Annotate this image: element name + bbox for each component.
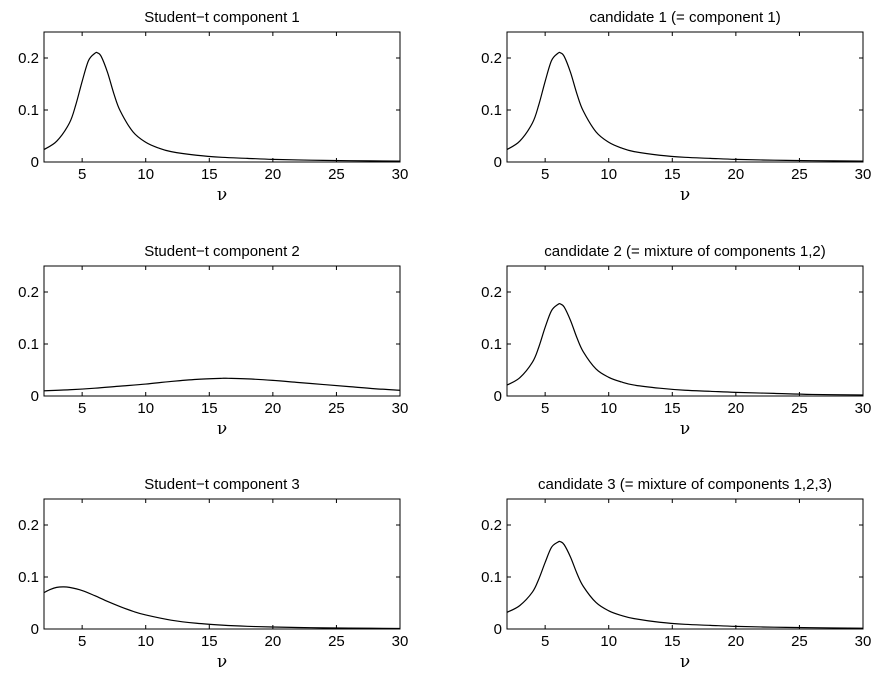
y-tick-label: 0 (494, 154, 502, 171)
plot-frame (506, 265, 864, 397)
x-tick-label: 25 (791, 166, 808, 183)
x-tick-label: 20 (265, 633, 282, 650)
subplot-4: candidate 2 (= mixture of components 1,2… (481, 243, 871, 439)
y-tick-label: 0 (494, 388, 502, 405)
x-tick-label: 20 (265, 400, 282, 417)
subplot-title: Student−t component 2 (144, 243, 300, 260)
density-curve (43, 586, 401, 630)
x-tick-label: 10 (600, 166, 617, 183)
y-tick-label: 0.1 (18, 102, 39, 119)
x-axis-label: ν (680, 652, 690, 672)
x-tick-label: 10 (600, 633, 617, 650)
y-tick-label: 0 (31, 154, 39, 171)
x-axis-label: ν (217, 185, 227, 205)
x-tick-label: 15 (201, 166, 218, 183)
subplot-2: candidate 1 (= component 1) 5 10 15 20 25 30 0 0… (481, 9, 871, 205)
x-tick-label: 25 (328, 633, 345, 650)
x-tick-label: 20 (728, 633, 745, 650)
x-tick-label: 30 (855, 166, 872, 183)
x-tick-label: 10 (137, 633, 154, 650)
subplot-title: candidate 1 (= component 1) (589, 9, 780, 26)
density-curve (43, 51, 401, 162)
subplot-title: candidate 2 (= mixture of components 1,2… (544, 243, 825, 260)
plot-frame (43, 498, 401, 630)
subplot-3: Student−t component 2 5 10 15 20 25 30 0 0.1 0.2 ν (18, 243, 408, 439)
x-axis-label: ν (217, 419, 227, 439)
density-curve (506, 51, 864, 162)
subplot-6: candidate 3 (= mixture of components 1,2… (481, 476, 871, 672)
y-tick-label: 0.1 (18, 336, 39, 353)
y-tick-label: 0.2 (481, 284, 502, 301)
x-tick-label: 25 (328, 400, 345, 417)
x-axis-label: ν (680, 419, 690, 439)
x-tick-label: 30 (855, 633, 872, 650)
x-tick-label: 10 (137, 166, 154, 183)
subplot-1: Student−t component 1 5 10 15 20 25 30 0 0.1 0.2 ν (18, 9, 408, 205)
x-tick-label: 30 (392, 166, 409, 183)
x-tick-label: 5 (541, 633, 549, 650)
plot-frame (506, 498, 864, 630)
x-tick-label: 30 (392, 633, 409, 650)
x-tick-label: 20 (728, 166, 745, 183)
density-curve (506, 540, 864, 629)
x-tick-label: 5 (541, 400, 549, 417)
x-tick-label: 15 (664, 166, 681, 183)
x-tick-label: 30 (855, 400, 872, 417)
x-tick-label: 25 (328, 166, 345, 183)
x-tick-label: 5 (78, 633, 86, 650)
y-tick-label: 0.1 (481, 102, 502, 119)
x-tick-label: 15 (664, 400, 681, 417)
x-tick-label: 15 (664, 633, 681, 650)
density-curve (43, 377, 401, 392)
y-tick-label: 0 (494, 621, 502, 638)
y-tick-label: 0.2 (481, 517, 502, 534)
x-tick-label: 25 (791, 400, 808, 417)
y-tick-label: 0.1 (481, 336, 502, 353)
x-tick-label: 5 (78, 400, 86, 417)
x-tick-label: 20 (728, 400, 745, 417)
density-curve (506, 303, 864, 396)
x-tick-label: 30 (392, 400, 409, 417)
subplot-title: Student−t component 1 (144, 9, 300, 26)
x-tick-label: 5 (541, 166, 549, 183)
subplot-grid: Student−t component 1 5 10 15 20 25 30 0 0.1 0.2 ν… (18, 9, 871, 672)
plot-frame (43, 265, 401, 397)
x-tick-label: 10 (137, 400, 154, 417)
x-tick-label: 15 (201, 633, 218, 650)
x-tick-label: 25 (791, 633, 808, 650)
y-tick-label: 0.2 (18, 517, 39, 534)
y-tick-label: 0 (31, 621, 39, 638)
subplot-title: candidate 3 (= mixture of components 1,2… (538, 476, 832, 493)
y-tick-label: 0.1 (481, 569, 502, 586)
plot-frame (506, 31, 864, 163)
subplot-title: Student−t component 3 (144, 476, 300, 493)
y-tick-label: 0.2 (18, 50, 39, 67)
plot-frame (43, 31, 401, 163)
x-tick-label: 15 (201, 400, 218, 417)
y-tick-label: 0.2 (18, 284, 39, 301)
subplot-5: Student−t component 3 5 10 15 20 25 30 0 0.1 0.2 ν (18, 476, 408, 672)
x-tick-label: 10 (600, 400, 617, 417)
x-axis-label: ν (680, 185, 690, 205)
y-tick-label: 0 (31, 388, 39, 405)
x-tick-label: 5 (78, 166, 86, 183)
y-tick-label: 0.1 (18, 569, 39, 586)
x-tick-label: 20 (265, 166, 282, 183)
x-axis-label: ν (217, 652, 227, 672)
y-tick-label: 0.2 (481, 50, 502, 67)
